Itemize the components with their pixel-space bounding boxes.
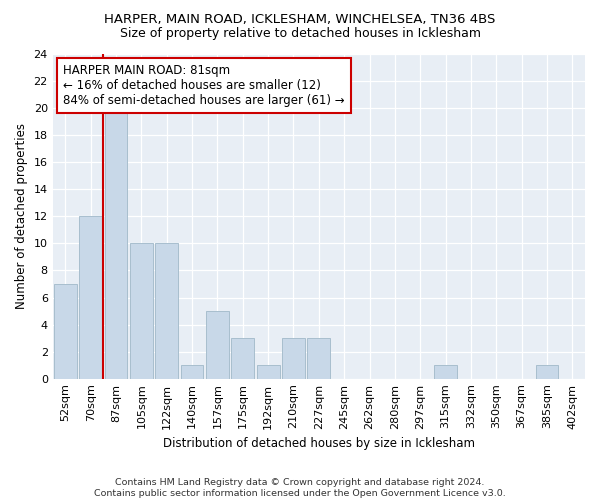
Bar bbox=[79, 216, 102, 378]
Bar bbox=[307, 338, 330, 378]
Y-axis label: Number of detached properties: Number of detached properties bbox=[15, 124, 28, 310]
Bar bbox=[130, 244, 153, 378]
Bar bbox=[257, 365, 280, 378]
Bar bbox=[434, 365, 457, 378]
Bar bbox=[181, 365, 203, 378]
Text: HARPER MAIN ROAD: 81sqm
← 16% of detached houses are smaller (12)
84% of semi-de: HARPER MAIN ROAD: 81sqm ← 16% of detache… bbox=[64, 64, 345, 106]
Bar bbox=[104, 108, 127, 378]
Bar bbox=[536, 365, 559, 378]
Text: HARPER, MAIN ROAD, ICKLESHAM, WINCHELSEA, TN36 4BS: HARPER, MAIN ROAD, ICKLESHAM, WINCHELSEA… bbox=[104, 12, 496, 26]
Bar bbox=[155, 244, 178, 378]
Bar bbox=[232, 338, 254, 378]
Bar bbox=[206, 311, 229, 378]
Bar bbox=[54, 284, 77, 378]
Text: Size of property relative to detached houses in Icklesham: Size of property relative to detached ho… bbox=[119, 28, 481, 40]
X-axis label: Distribution of detached houses by size in Icklesham: Distribution of detached houses by size … bbox=[163, 437, 475, 450]
Bar bbox=[282, 338, 305, 378]
Text: Contains HM Land Registry data © Crown copyright and database right 2024.
Contai: Contains HM Land Registry data © Crown c… bbox=[94, 478, 506, 498]
